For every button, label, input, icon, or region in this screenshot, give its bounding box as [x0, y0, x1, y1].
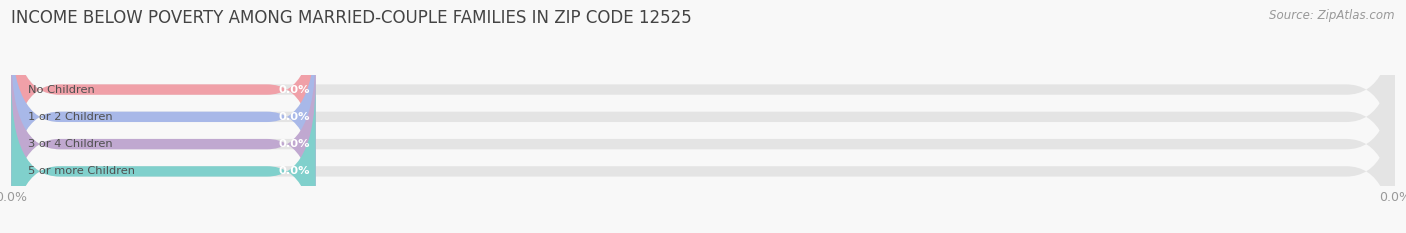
Text: 0.0%: 0.0%	[278, 112, 311, 122]
Text: No Children: No Children	[28, 85, 94, 95]
Text: 0.0%: 0.0%	[278, 85, 311, 95]
FancyBboxPatch shape	[11, 27, 315, 207]
FancyBboxPatch shape	[11, 54, 315, 233]
Text: 5 or more Children: 5 or more Children	[28, 166, 135, 176]
FancyBboxPatch shape	[11, 0, 315, 180]
FancyBboxPatch shape	[11, 81, 1395, 233]
FancyBboxPatch shape	[11, 0, 1395, 180]
Text: 1 or 2 Children: 1 or 2 Children	[28, 112, 112, 122]
Text: Source: ZipAtlas.com: Source: ZipAtlas.com	[1270, 9, 1395, 22]
Text: 0.0%: 0.0%	[278, 139, 311, 149]
FancyBboxPatch shape	[11, 27, 1395, 207]
FancyBboxPatch shape	[11, 54, 1395, 233]
Text: 3 or 4 Children: 3 or 4 Children	[28, 139, 112, 149]
Text: INCOME BELOW POVERTY AMONG MARRIED-COUPLE FAMILIES IN ZIP CODE 12525: INCOME BELOW POVERTY AMONG MARRIED-COUPL…	[11, 9, 692, 27]
Text: 0.0%: 0.0%	[278, 166, 311, 176]
FancyBboxPatch shape	[11, 81, 315, 233]
